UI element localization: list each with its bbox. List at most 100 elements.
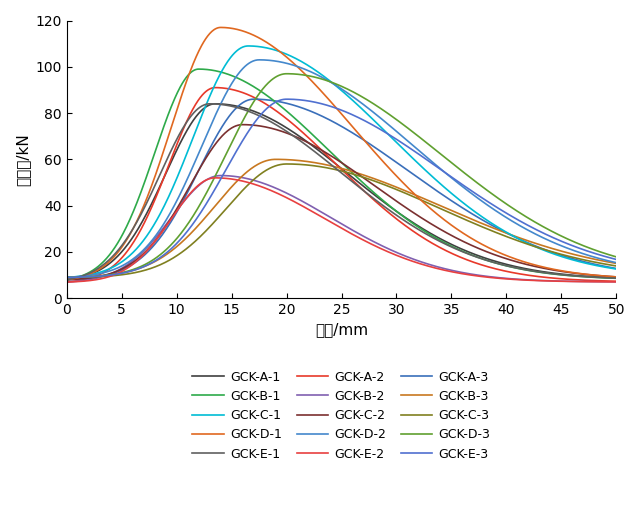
- GCK-B-1: [63, 277, 70, 283]
- GCK-A-3: [383, 153, 390, 159]
- GCK-C-3: [283, 161, 291, 167]
- GCK-A-1: [383, 201, 390, 207]
- GCK-C-3: [397, 188, 405, 194]
- GCK-E-3: [383, 130, 390, 136]
- GCK-A-3: [397, 163, 405, 169]
- GCK-A-1: [612, 275, 620, 281]
- Line: GCK-D-3: GCK-D-3: [67, 74, 616, 277]
- GCK-C-1: [63, 274, 70, 280]
- GCK-A-1: [397, 212, 405, 218]
- GCK-B-2: [481, 273, 488, 279]
- GCK-C-1: [383, 130, 390, 136]
- GCK-A-2: [537, 274, 545, 280]
- GCK-D-2: [255, 57, 263, 63]
- GCK-D-3: [397, 120, 405, 126]
- Line: GCK-E-1: GCK-E-1: [67, 104, 616, 280]
- Line: GCK-D-2: GCK-D-2: [67, 60, 616, 277]
- GCK-E-1: [97, 264, 104, 270]
- GCK-D-1: [413, 194, 421, 200]
- GCK-E-1: [537, 269, 545, 275]
- GCK-A-2: [612, 278, 620, 284]
- GCK-C-2: [383, 191, 390, 197]
- Y-axis label: 锄固力/kN: 锄固力/kN: [15, 133, 30, 186]
- GCK-A-1: [481, 255, 488, 261]
- GCK-C-2: [63, 277, 70, 283]
- Line: GCK-C-1: GCK-C-1: [67, 46, 616, 277]
- GCK-D-2: [481, 200, 488, 206]
- GCK-A-2: [397, 219, 405, 225]
- GCK-E-2: [383, 248, 390, 254]
- GCK-E-1: [481, 257, 488, 263]
- GCK-A-1: [537, 268, 545, 274]
- GCK-C-3: [612, 263, 620, 269]
- GCK-C-2: [481, 248, 488, 254]
- GCK-A-1: [413, 223, 421, 229]
- GCK-E-3: [481, 196, 488, 203]
- GCK-D-1: [217, 24, 225, 30]
- GCK-E-2: [397, 254, 405, 260]
- Line: GCK-C-2: GCK-C-2: [67, 125, 616, 280]
- GCK-B-3: [612, 261, 620, 267]
- GCK-D-1: [97, 266, 104, 272]
- GCK-D-2: [383, 120, 390, 126]
- GCK-B-3: [481, 221, 488, 227]
- GCK-B-2: [383, 245, 390, 251]
- GCK-E-2: [413, 260, 421, 266]
- GCK-E-2: [612, 279, 620, 285]
- Line: GCK-C-3: GCK-C-3: [67, 164, 616, 277]
- GCK-B-3: [413, 193, 421, 199]
- GCK-A-2: [383, 208, 390, 214]
- GCK-B-1: [397, 212, 405, 218]
- GCK-E-3: [63, 274, 70, 280]
- Line: GCK-A-2: GCK-A-2: [67, 87, 616, 282]
- GCK-A-3: [97, 274, 104, 280]
- GCK-A-2: [481, 263, 488, 269]
- GCK-E-3: [97, 273, 104, 279]
- GCK-E-1: [206, 101, 214, 107]
- GCK-D-3: [283, 71, 291, 77]
- GCK-B-2: [413, 258, 421, 264]
- GCK-E-2: [63, 279, 70, 285]
- GCK-C-2: [413, 212, 421, 218]
- GCK-C-3: [63, 274, 70, 280]
- GCK-B-3: [63, 274, 70, 280]
- GCK-C-2: [397, 201, 405, 208]
- GCK-C-2: [612, 274, 620, 280]
- GCK-B-2: [397, 251, 405, 258]
- GCK-A-1: [63, 277, 70, 283]
- GCK-B-2: [537, 277, 545, 283]
- GCK-D-3: [612, 254, 620, 260]
- GCK-C-2: [239, 122, 246, 128]
- GCK-D-3: [537, 222, 545, 228]
- GCK-D-1: [481, 242, 488, 248]
- GCK-E-1: [63, 277, 70, 283]
- GCK-D-2: [397, 132, 405, 138]
- GCK-E-1: [612, 275, 620, 281]
- GCK-A-3: [537, 245, 545, 251]
- GCK-B-2: [63, 279, 70, 285]
- GCK-C-1: [397, 144, 405, 150]
- GCK-E-1: [383, 205, 390, 211]
- GCK-B-2: [217, 173, 225, 179]
- GCK-A-3: [250, 96, 258, 102]
- GCK-E-2: [481, 274, 488, 280]
- GCK-B-3: [383, 180, 390, 186]
- GCK-A-3: [612, 266, 620, 272]
- GCK-E-3: [537, 229, 545, 235]
- GCK-B-1: [481, 257, 488, 263]
- GCK-D-1: [383, 163, 390, 169]
- GCK-D-2: [413, 146, 421, 153]
- GCK-D-3: [63, 274, 70, 280]
- GCK-C-3: [383, 182, 390, 188]
- Line: GCK-B-2: GCK-B-2: [67, 176, 616, 282]
- GCK-E-3: [283, 96, 291, 102]
- GCK-A-2: [97, 271, 104, 277]
- GCK-B-3: [397, 186, 405, 192]
- GCK-C-1: [481, 215, 488, 221]
- GCK-E-1: [397, 215, 405, 221]
- GCK-E-2: [97, 276, 104, 282]
- GCK-D-2: [537, 233, 545, 239]
- Line: GCK-E-2: GCK-E-2: [67, 178, 616, 282]
- GCK-C-2: [97, 273, 104, 279]
- GCK-D-1: [537, 264, 545, 270]
